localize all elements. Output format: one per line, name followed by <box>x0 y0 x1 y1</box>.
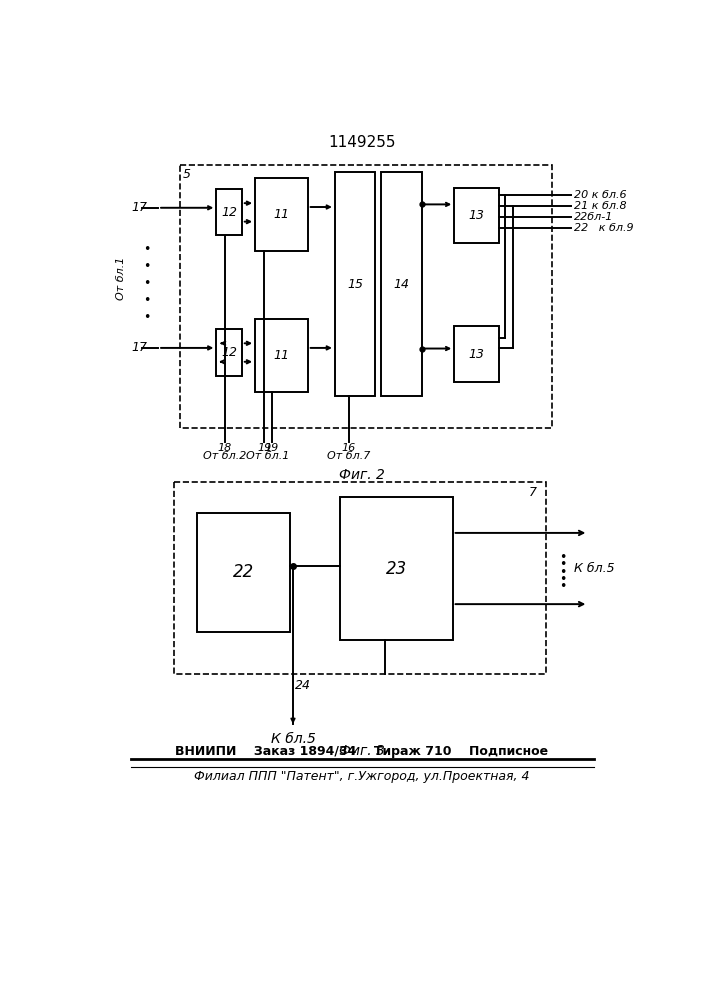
Text: 11: 11 <box>274 208 289 221</box>
Bar <box>255 178 308 251</box>
Bar <box>340 497 452 640</box>
Text: От бл.2: От бл.2 <box>203 451 247 461</box>
Text: 22   к бл.9: 22 к бл.9 <box>573 223 633 233</box>
Bar <box>454 188 499 243</box>
Text: К бл.5: К бл.5 <box>573 562 614 575</box>
Bar <box>180 165 552 428</box>
Text: От бл.7: От бл.7 <box>327 451 370 461</box>
Bar <box>335 172 375 396</box>
Text: От бл.1: От бл.1 <box>116 256 126 300</box>
Text: К бл.5: К бл.5 <box>271 732 315 746</box>
Text: 7: 7 <box>529 486 537 499</box>
Bar <box>381 172 421 396</box>
Text: 19: 19 <box>265 443 279 453</box>
Text: Фиг. 3: Фиг. 3 <box>339 744 385 758</box>
Text: 11: 11 <box>274 349 289 362</box>
Text: 23: 23 <box>386 560 407 578</box>
Text: 24: 24 <box>296 679 311 692</box>
Text: •: • <box>143 277 150 290</box>
Text: 13: 13 <box>469 348 485 361</box>
Text: 20 к бл.6: 20 к бл.6 <box>573 190 626 200</box>
Bar <box>454 326 499 382</box>
Text: 17: 17 <box>131 201 147 214</box>
Text: 21 к бл.8: 21 к бл.8 <box>573 201 626 211</box>
Text: •: • <box>143 311 150 324</box>
Text: •: • <box>559 558 566 571</box>
Text: 5: 5 <box>183 168 191 181</box>
Text: Филиал ППП "Патент", г.Ужгород, ул.Проектная, 4: Филиал ППП "Патент", г.Ужгород, ул.Проек… <box>194 770 530 783</box>
Text: •: • <box>559 573 566 586</box>
Text: Фиг. 2: Фиг. 2 <box>339 468 385 482</box>
Bar <box>216 189 242 235</box>
Text: •: • <box>143 243 150 256</box>
Text: От бл.1: От бл.1 <box>247 451 290 461</box>
Text: 17: 17 <box>131 341 147 354</box>
Text: 12: 12 <box>221 346 237 359</box>
Text: 13: 13 <box>469 209 485 222</box>
Text: 1149255: 1149255 <box>328 135 396 150</box>
Bar <box>197 513 290 632</box>
Text: •: • <box>559 551 566 564</box>
Text: •: • <box>559 580 566 593</box>
Text: •: • <box>143 260 150 273</box>
Text: 14: 14 <box>394 278 409 291</box>
Text: 16: 16 <box>341 443 356 453</box>
Text: 15: 15 <box>347 278 363 291</box>
Bar <box>216 329 242 376</box>
Text: ВНИИПИ    Заказ 1894/34    Тираж 710    Подписное: ВНИИПИ Заказ 1894/34 Тираж 710 Подписное <box>175 745 549 758</box>
Text: •: • <box>143 294 150 307</box>
Text: 22: 22 <box>233 563 254 581</box>
Text: 22бл-1: 22бл-1 <box>573 212 613 222</box>
Text: 18: 18 <box>218 443 232 453</box>
Text: 19: 19 <box>257 443 271 453</box>
Bar <box>255 319 308 392</box>
Bar <box>174 482 546 674</box>
Text: 12: 12 <box>221 206 237 219</box>
Text: •: • <box>559 566 566 579</box>
